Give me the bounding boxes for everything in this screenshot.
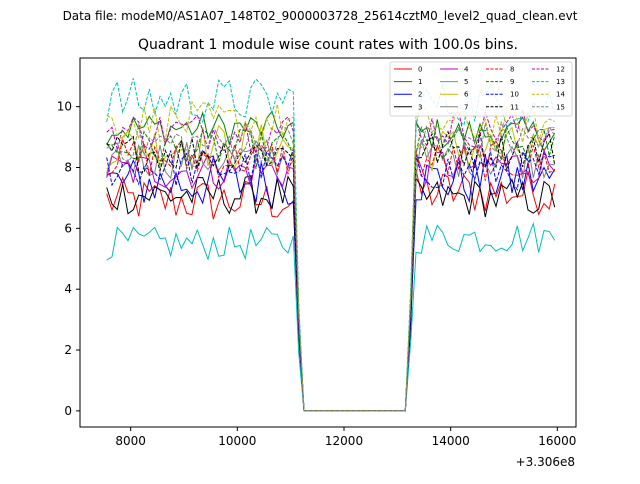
x-tick-label: 8000 <box>115 434 146 448</box>
legend-label-9: 9 <box>510 78 514 86</box>
series-line-15 <box>106 120 556 412</box>
legend-label-4: 4 <box>464 66 469 74</box>
series-line-9 <box>106 125 556 412</box>
legend-label-5: 5 <box>464 78 468 86</box>
series-line-5 <box>106 221 556 412</box>
legend-box <box>389 61 573 117</box>
y-tick-label: 10 <box>57 100 72 114</box>
x-tick-label: 16000 <box>538 434 576 448</box>
legend-label-15: 15 <box>556 103 565 111</box>
series-line-3 <box>106 175 556 412</box>
x-offset-label: +3.306e8 <box>516 455 575 469</box>
y-tick-label: 4 <box>64 282 72 296</box>
legend-label-14: 14 <box>556 91 565 99</box>
legend-label-2: 2 <box>418 91 422 99</box>
y-tick-label: 8 <box>64 161 72 175</box>
figure-suptitle: Data file: modeM0/AS1A07_148T02_90000037… <box>63 9 578 23</box>
x-tick-label: 14000 <box>432 434 470 448</box>
y-tick-label: 6 <box>64 221 72 235</box>
legend-label-1: 1 <box>418 78 422 86</box>
legend-label-7: 7 <box>464 103 468 111</box>
y-tick-label: 2 <box>64 343 72 357</box>
x-tick-label: 12000 <box>325 434 363 448</box>
y-axis: 0 2 4 6 8 10 <box>57 100 80 418</box>
x-axis: 8000 10000 12000 14000 16000 <box>115 427 576 448</box>
legend-label-0: 0 <box>418 66 422 74</box>
series-line-12 <box>106 109 555 412</box>
plot-area <box>106 78 556 412</box>
chart-title: Quadrant 1 module wise count rates with … <box>138 37 518 53</box>
series-line-11 <box>106 130 556 412</box>
legend-label-10: 10 <box>510 91 519 99</box>
x-tick-label: 10000 <box>218 434 256 448</box>
series-line-2 <box>106 153 556 412</box>
y-tick-label: 0 <box>64 404 72 418</box>
legend-label-13: 13 <box>556 78 565 86</box>
legend-label-8: 8 <box>510 66 514 74</box>
series-line-10 <box>106 148 555 412</box>
series-line-4 <box>106 143 556 412</box>
legend-label-3: 3 <box>418 103 422 111</box>
axes-frame <box>79 57 577 428</box>
legend-label-11: 11 <box>510 103 519 111</box>
series-line-1 <box>106 110 556 412</box>
legend-label-6: 6 <box>464 91 469 99</box>
series-line-14 <box>106 100 555 412</box>
legend-label-12: 12 <box>556 66 565 74</box>
